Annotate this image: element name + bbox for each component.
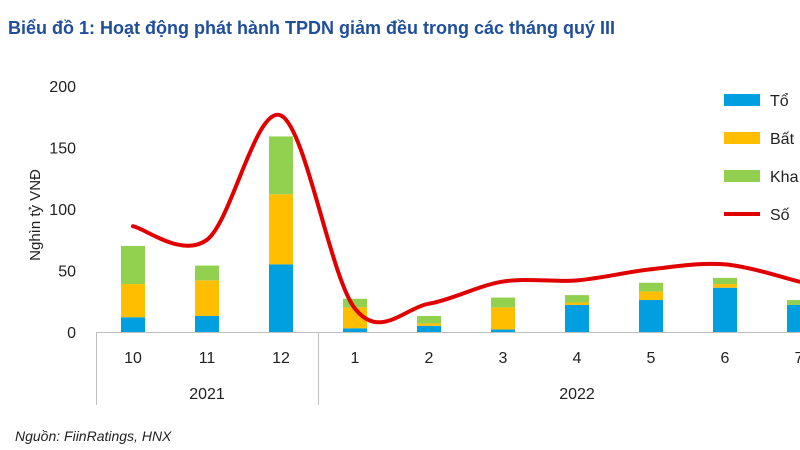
bar-5-series-2 [639,282,663,292]
x-tick-label: 5 [647,350,656,367]
y-tick-label: 0 [67,325,76,342]
legend-swatch-series-1 [724,132,760,144]
group-label-2021: 2021 [189,386,225,403]
y-tick-label: 100 [49,202,76,219]
total-line [131,112,800,325]
chart-title: Biểu đồ 1: Hoạt động phát hành TPDN giảm… [8,18,616,38]
bar-3-series-1 [491,307,515,330]
bar-11-series-2 [195,265,219,281]
legend-swatch-series-2 [724,170,760,182]
y-tick-label: 200 [49,79,76,96]
group-label-2022: 2022 [559,386,595,403]
bar-2-series-2 [417,316,441,324]
bar-6-series-1 [713,284,737,288]
bar-10-series-2 [121,245,145,285]
bar-5-series-0 [639,300,663,332]
bar-10-series-0 [121,317,145,332]
bar-11-series-1 [195,280,219,317]
legend: Tổ Bất Kha Số [724,92,799,224]
bar-12-series-2 [269,136,293,195]
x-tick-label: 11 [199,350,216,367]
bar-6-series-2 [713,277,737,285]
bar-1-series-2 [343,298,367,308]
bar-10-series-1 [121,284,145,318]
bar-4-series-0 [565,304,589,332]
bar-7-series-2 [787,300,800,305]
bar-11-series-0 [195,316,219,332]
total-line-layer [131,112,800,325]
legend-label-line: Số [770,207,790,224]
legend-swatch-series-0 [724,94,760,106]
bar-12-series-0 [269,264,293,332]
bar-3-series-0 [491,329,515,332]
bar-5-series-1 [639,291,663,301]
bar-2-series-0 [417,325,441,332]
legend-label-series-0: Tổ [770,92,789,110]
x-tick-label: 1 [351,350,360,367]
bar-4-series-2 [565,295,589,303]
x-tick-label: 4 [573,350,582,367]
bar-3-series-2 [491,297,515,308]
x-tick-label: 10 [124,350,142,367]
x-tick-label: 6 [721,350,730,367]
y-axis: 0 50 100 150 200 Nghìn tỷ VNĐ [27,79,76,342]
y-tick-label: 50 [58,264,76,281]
bar-2-series-1 [417,323,441,326]
legend-label-series-2: Kha [770,169,799,186]
source-note: Nguồn: FiinRatings, HNX [15,428,172,444]
bar-1-series-0 [343,328,367,332]
y-axis-label: Nghìn tỷ VNĐ [27,169,44,261]
x-tick-label: 3 [499,350,508,367]
bar-12-series-1 [269,194,293,265]
bars [121,136,800,332]
x-tick-label: 7 [795,350,800,367]
x-tick-label: 2 [425,350,434,367]
x-tick-label: 12 [272,350,290,367]
bar-4-series-1 [565,302,589,305]
y-tick-label: 150 [49,141,76,158]
legend-label-series-1: Bất [770,131,795,148]
bar-6-series-0 [713,287,737,332]
bar-7-series-0 [787,304,800,332]
